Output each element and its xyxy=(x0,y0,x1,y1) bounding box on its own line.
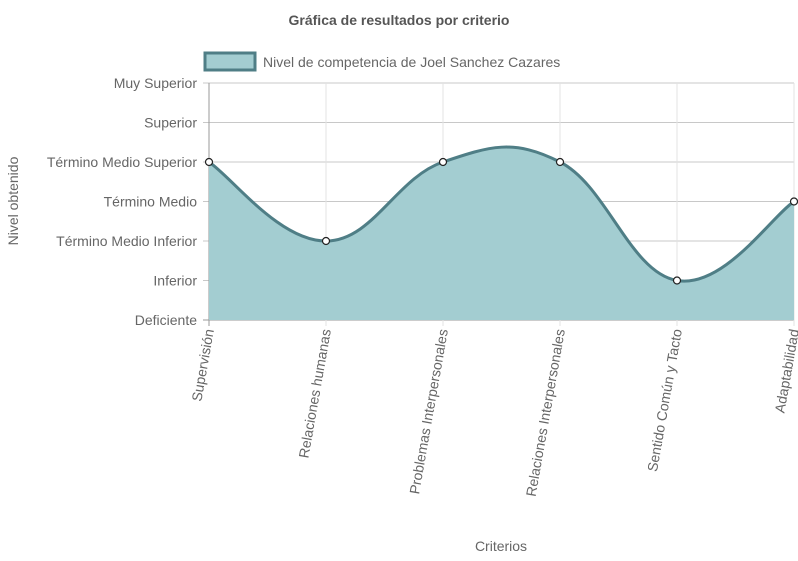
x-tick-label: Adaptabilidad xyxy=(771,328,798,414)
data-point[interactable] xyxy=(672,276,682,285)
x-tick-label: Sentido Común y Tacto xyxy=(644,328,685,473)
x-tick-label: Problemas Interpersonales xyxy=(406,328,451,496)
y-axis-title: Nivel obtenido xyxy=(5,156,21,245)
y-axis-ticks: Deficiente Inferior Término Medio Inferior… xyxy=(47,75,198,328)
legend[interactable]: Nivel de competencia de Joel Sanchez Caz… xyxy=(203,51,560,72)
y-tick-label: Término Medio xyxy=(104,194,198,210)
x-axis-ticks: Supervisión Relaciones humanas Problemas I… xyxy=(188,328,798,498)
data-point[interactable] xyxy=(789,197,798,206)
series-fill xyxy=(209,147,794,320)
x-axis-title: Criterios xyxy=(475,538,527,554)
legend-label[interactable]: Nivel de competencia de Joel Sanchez Caz… xyxy=(263,54,560,70)
y-tick-label: Deficiente xyxy=(135,312,197,328)
series-line xyxy=(208,145,795,283)
chart-title: Gráfica de resultados por criterio xyxy=(289,12,510,28)
x-tick-label: Supervisión xyxy=(188,328,216,403)
series-points xyxy=(204,157,798,285)
data-point[interactable] xyxy=(204,157,214,167)
y-tick-label: Superior xyxy=(144,115,197,131)
y-tick-label: Término Medio Inferior xyxy=(56,233,197,249)
data-point[interactable] xyxy=(555,157,565,167)
x-tick-label: Relaciones humanas xyxy=(295,328,333,460)
data-point[interactable] xyxy=(438,157,448,167)
y-tick-label: Término Medio Superior xyxy=(47,154,198,170)
legend-swatch[interactable] xyxy=(203,51,257,72)
data-point[interactable] xyxy=(321,236,331,246)
y-tick-label: Inferior xyxy=(153,273,197,289)
y-tick-label: Muy Superior xyxy=(114,75,198,91)
x-tick-label: Relaciones Interpersonales xyxy=(523,328,568,498)
series-area xyxy=(208,145,795,320)
